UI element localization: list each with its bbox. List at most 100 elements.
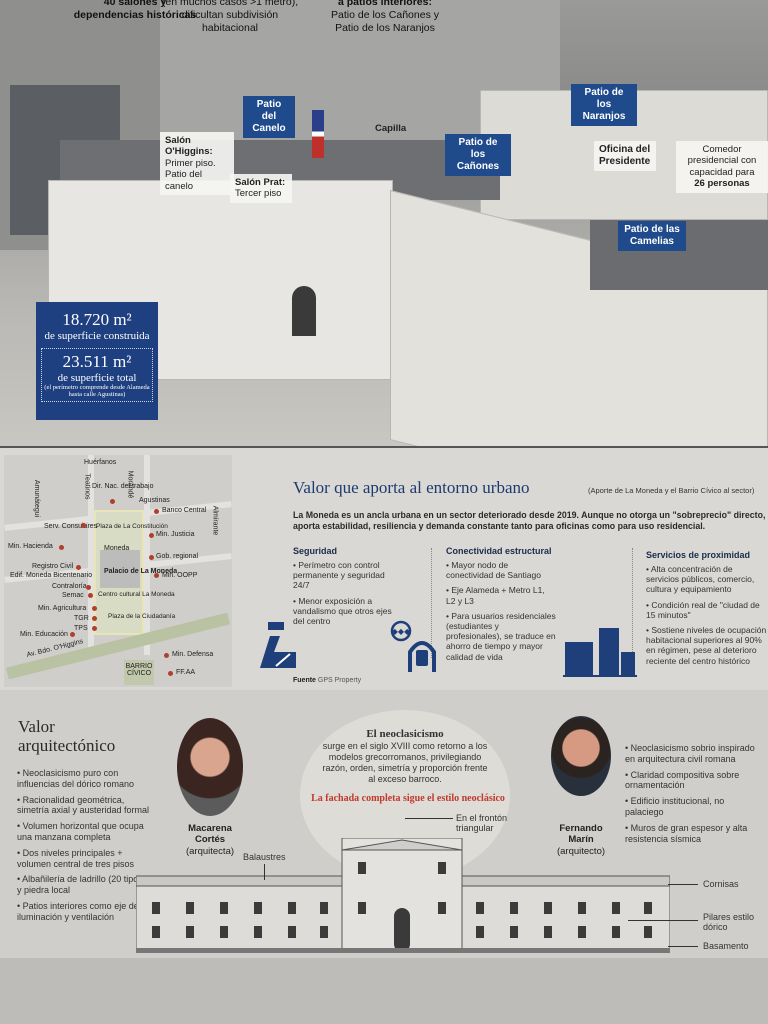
street-amunategui: Amunátegui [33, 479, 41, 518]
chilean-flag [312, 110, 324, 158]
place: Plaza de La Constitución [96, 523, 168, 530]
macarena-cortes-caption: Macarena Cortés (arquitecta) [185, 823, 235, 857]
leader-line [668, 884, 698, 885]
tag-patio-camelias: Patio de las Camelias [618, 221, 686, 251]
arch-title: Valor arquitectónico [18, 717, 116, 755]
column-title: Servicios de proximidad [646, 550, 751, 560]
place: Contraloría [52, 583, 87, 590]
leader-line [264, 864, 265, 880]
place: Centro cultural La Moneda [98, 591, 175, 598]
column-item: • Perímetro con control permanente y seg… [293, 560, 385, 591]
total-surface-label: de superficie total [57, 372, 137, 385]
place: Gob. regional [156, 553, 199, 560]
column-item: • Condición real de "ciudad de 15 minuto… [646, 599, 760, 620]
svg-text:◆◆◆: ◆◆◆ [392, 627, 411, 636]
tag-capilla: Capilla [375, 123, 407, 134]
place: TPS [74, 625, 88, 632]
tag-comedor: Comedor presidencial con capacidad para 2… [676, 141, 768, 193]
neoclasicismo-box: El neoclasicismo surge en el siglo XVIII… [322, 728, 488, 784]
column-item: • Menor exposición a vandalismo que otro… [293, 595, 392, 626]
place: FF.AA [176, 669, 196, 676]
arch-item: • Edificio institucional, no palaciego [625, 796, 725, 817]
column-item: • Mayor nodo de conectividad de Santiago [446, 560, 541, 581]
column-item: • Eje Alameda + Metro L1, L2 y L3 [446, 585, 545, 606]
page-bottom-shadow [0, 958, 768, 1024]
place: Min. Agricultura [38, 605, 87, 612]
facade-drawing [136, 838, 670, 953]
arch-item: • Dos niveles principales + volumen cent… [17, 847, 135, 869]
place: Registro Civil [32, 563, 74, 570]
label-fronton: En el frontón triangular [456, 813, 508, 834]
street-almirante: Almirante [211, 505, 219, 536]
leader-line [628, 920, 698, 921]
tag-salon-ohiggins: Salón O'Higgins: Primer piso. Patio del c… [160, 132, 234, 195]
label-balaustres: Balaustres [243, 852, 286, 862]
source-line: Fuente GPS Property [293, 677, 362, 684]
place-barrio-civico: BARRIO CÍVICO [125, 663, 153, 677]
tag-patio-canelo: Patio del Canelo [243, 96, 295, 138]
place: TGR [74, 615, 89, 622]
column-title: Conectividad estructural [446, 546, 552, 556]
urban-value-subtitle: (Aporte de La Moneda y el Barrio Cívico … [588, 486, 755, 495]
arch-item: • Claridad compositiva sobre ornamentaci… [625, 769, 740, 791]
total-surface-note: (el perímetro comprende desde Alameda ha… [44, 384, 150, 399]
neo-highlight: La fachada completa sigue el estilo neoc… [311, 793, 505, 804]
place: Semac [62, 592, 84, 599]
column-item: • Sostiene niveles de ocupación habitaci… [646, 624, 767, 666]
column-divider [632, 548, 633, 658]
arch-item: • Neoclasicismo sobrio inspirado en arqu… [625, 743, 755, 764]
place: Serv. Consulares [44, 523, 98, 530]
urban-value-title: Valor que aporta al entorno urbano [293, 478, 530, 497]
tag-oficina-presidente: Oficina del Presidente [594, 141, 656, 171]
arch-list: • Neoclasicismo puro con influencias del… [17, 768, 152, 928]
place: Banco Central [162, 507, 207, 514]
built-surface-label: de superficie construida [44, 330, 150, 342]
arch-item: • Muros de gran espesor y alta resistenc… [625, 822, 748, 844]
place: Min. OOPP [162, 572, 198, 579]
tag-patio-canones: Patio de los Cañones [445, 134, 511, 176]
label-basamento: Basamento [703, 941, 749, 951]
column-item: • Alta concentración de servicios públic… [646, 564, 755, 595]
urban-intro: La Moneda es un ancla urbana en un secto… [293, 510, 766, 531]
label-cornisas: Cornisas [703, 879, 739, 889]
arch-item: • Albañilería de ladrillo (20 tipos) y p… [17, 874, 146, 896]
surface-stats-box: 18.720 m² de superficie construida 23.51… [36, 302, 158, 420]
palace-aerial-photo: 40 salones y dependencias históricas (en … [0, 0, 768, 446]
main-door [292, 286, 316, 336]
street-teatinos: Teatinos [83, 473, 91, 500]
buildings-icon [563, 628, 637, 677]
place: Dir. Nac. del trabajo [92, 483, 154, 490]
tag-patio-naranjos: Patio de los Naranjos [571, 84, 637, 126]
column-title: Seguridad [293, 546, 338, 556]
macarena-cortes-photo [177, 718, 243, 816]
fernando-marin-caption: Fernando Marín (arquitecto) [556, 823, 606, 857]
leader-line [668, 946, 698, 947]
column-conectividad: Conectividad estructural • Mayor nodo de… [446, 546, 556, 667]
caption-patios: a patios interiores: Patio de los Cañones… [331, 0, 439, 35]
column-divider [431, 548, 432, 658]
caption-muros: (en muchos casos >1 metro), dificultan su… [161, 0, 299, 35]
place: Min. Educación [20, 631, 68, 638]
street-moneda: Moneda [104, 545, 130, 552]
place: Min. Justicia [156, 531, 195, 538]
street-agustinas: Agustinas [139, 497, 170, 504]
tag-salon-prat: Salón Prat: Tercer piso [230, 174, 292, 203]
arch-item: • Patios interiores como eje de iluminac… [17, 900, 139, 922]
column-servicios: Servicios de proximidad • Alta concentra… [646, 550, 768, 671]
place: Plaza de la Ciudadanía [108, 613, 176, 620]
metro-train-icon: ◆◆◆ [390, 620, 436, 672]
total-surface-value: 23.511 m² [62, 352, 132, 372]
caption-salones: 40 salones y dependencias históricas [73, 0, 197, 22]
arch-item: • Neoclasicismo puro con influencias del… [17, 768, 135, 789]
label-pilares: Pilares estilo dórico [703, 912, 755, 933]
place: Min. Defensa [172, 651, 214, 658]
fernando-marin-photo [551, 716, 611, 796]
place: Edif. Moneda Bicentenario [10, 572, 93, 579]
built-surface-value: 18.720 m² [62, 310, 132, 329]
street-huerfanos: Huérfanos [84, 459, 117, 466]
section-divider [0, 446, 768, 448]
place-la-moneda: Palacio de La Moneda [104, 568, 178, 575]
column-item: • Para usuarios residenciales (estudiant… [446, 610, 556, 662]
column-seguridad: Seguridad • Perímetro con control perman… [293, 546, 393, 631]
arch-item: • Racionalidad geométrica, simetría axia… [17, 794, 150, 816]
